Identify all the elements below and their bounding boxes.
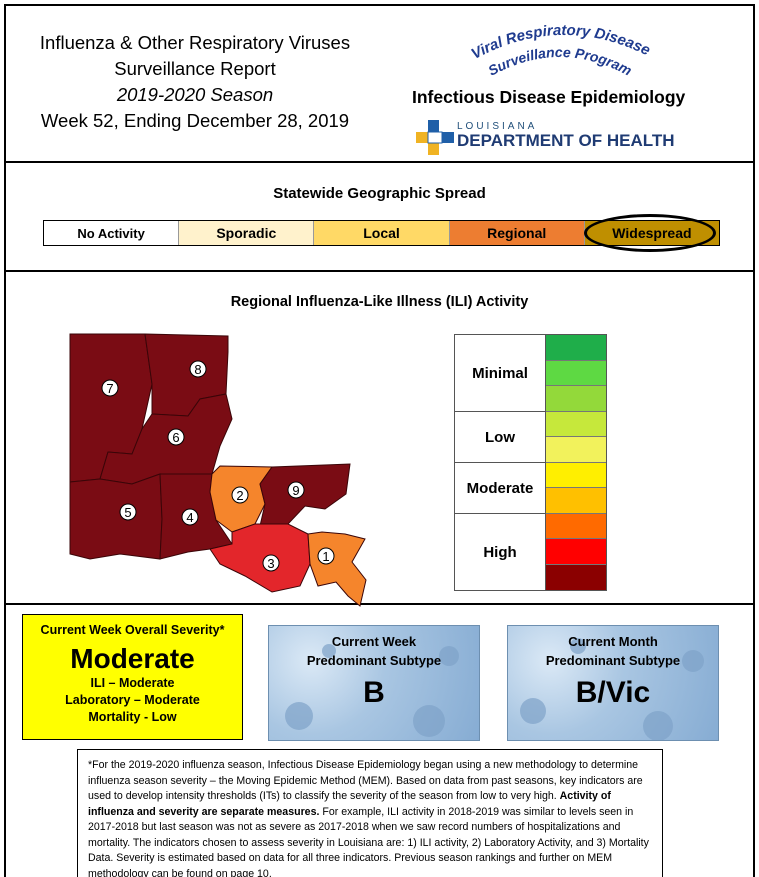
note-bold-text: Activity of influenza and severity are s… bbox=[88, 790, 611, 818]
virus-background-image bbox=[520, 638, 704, 740]
spread-level: No Activity bbox=[44, 221, 180, 245]
divider bbox=[4, 161, 755, 163]
legend-swatch bbox=[546, 411, 606, 437]
overall-severity-box: Current Week Overall Severity* Moderate … bbox=[22, 614, 243, 740]
svg-text:1: 1 bbox=[322, 549, 329, 564]
legend-label: Moderate bbox=[455, 463, 545, 514]
divider bbox=[4, 603, 755, 605]
report-frame bbox=[4, 4, 755, 877]
severity-laboratory: Laboratory – Moderate bbox=[65, 693, 200, 707]
month-subtype-box: Current Month Predominant Subtype B/Vic bbox=[507, 625, 719, 741]
region-label-8: 8 bbox=[189, 360, 207, 378]
legend-label: Minimal bbox=[455, 335, 545, 412]
ili-legend-labels: Minimal Low Moderate High bbox=[454, 334, 546, 591]
legend-swatch bbox=[546, 462, 606, 488]
report-season: 2019-2020 Season bbox=[116, 84, 274, 105]
month-subtype-heading: Current Month Predominant Subtype bbox=[508, 632, 718, 670]
legend-swatch bbox=[546, 437, 606, 463]
ili-title: Regional Influenza-Like Illness (ILI) Ac… bbox=[230, 294, 529, 310]
week-subtype-heading: Current Week Predominant Subtype bbox=[269, 632, 479, 670]
region-label-2: 2 bbox=[231, 486, 249, 504]
report-title: Influenza & Other Respiratory Viruses bbox=[39, 32, 351, 53]
report-week: Week 52, Ending December 28, 2019 bbox=[40, 110, 350, 131]
legend-label: Low bbox=[455, 412, 545, 463]
svg-text:2: 2 bbox=[236, 488, 243, 503]
ldh-cross-icon bbox=[416, 120, 454, 155]
program-name-line2: Surveillance Program bbox=[485, 44, 634, 79]
week-subtype-box: Current Week Predominant Subtype B bbox=[268, 625, 480, 741]
svg-text:6: 6 bbox=[172, 430, 179, 445]
svg-text:9: 9 bbox=[292, 483, 299, 498]
legend-swatch bbox=[546, 513, 606, 539]
week-subtype-heading-line2: Predominant Subtype bbox=[306, 653, 442, 668]
division-name: Infectious Disease Epidemiology bbox=[412, 87, 686, 107]
program-logo: Viral Respiratory Disease Surveillance P… bbox=[469, 22, 653, 79]
spread-level: Local bbox=[314, 221, 450, 245]
severity-ili: ILI – Moderate bbox=[90, 676, 175, 690]
severity-methodology-note: *For the 2019-2020 influenza season, Inf… bbox=[77, 749, 663, 877]
spread-title: Statewide Geographic Spread bbox=[273, 185, 486, 202]
severity-value: Moderate bbox=[70, 643, 195, 674]
note-text: *For the 2019-2020 influenza season, Inf… bbox=[88, 759, 643, 802]
spread-level: Regional bbox=[449, 221, 585, 245]
agency-state: LOUISIANA bbox=[457, 121, 538, 132]
ldh-logo bbox=[416, 120, 454, 155]
legend-swatch bbox=[546, 335, 606, 361]
region-5 bbox=[69, 473, 163, 560]
region-label-4: 4 bbox=[181, 508, 199, 526]
divider bbox=[4, 270, 755, 272]
week-subtype-value: B bbox=[363, 676, 385, 709]
ili-legend-colors bbox=[545, 334, 607, 591]
legend-swatch bbox=[546, 360, 606, 386]
svg-text:7: 7 bbox=[106, 381, 113, 396]
legend-swatch bbox=[546, 539, 606, 565]
svg-text:3: 3 bbox=[267, 556, 274, 571]
note-text: For example, ILI activity in 2018-2019 w… bbox=[88, 805, 649, 877]
region-label-5: 5 bbox=[119, 503, 137, 521]
svg-text:8: 8 bbox=[194, 362, 201, 377]
svg-text:Surveillance Program: Surveillance Program bbox=[485, 44, 634, 79]
spread-level: Sporadic bbox=[179, 221, 315, 245]
legend-swatch bbox=[546, 386, 606, 412]
selected-level-ring bbox=[584, 214, 716, 252]
region-9 bbox=[259, 463, 351, 527]
severity-mortality: Mortality - Low bbox=[88, 710, 177, 724]
louisiana-region-map: 7 8 6 5 4 2 9 3 1 bbox=[69, 333, 367, 607]
report-title-block: Influenza & Other Respiratory Viruses Su… bbox=[20, 30, 370, 134]
svg-text:4: 4 bbox=[186, 510, 193, 525]
region-label-6: 6 bbox=[167, 428, 185, 446]
svg-text:5: 5 bbox=[124, 505, 131, 520]
month-subtype-heading-line1: Current Month bbox=[568, 634, 658, 649]
month-subtype-heading-line2: Predominant Subtype bbox=[545, 653, 681, 668]
region-1 bbox=[307, 531, 367, 607]
legend-swatch bbox=[546, 564, 606, 590]
region-label-9: 9 bbox=[287, 481, 305, 499]
region-label-1: 1 bbox=[317, 547, 335, 565]
legend-swatch bbox=[546, 488, 606, 514]
agency-name: DEPARTMENT OF HEALTH bbox=[457, 131, 675, 150]
report-subtitle: Surveillance Report bbox=[114, 58, 276, 79]
region-labels: 7 8 6 5 4 2 9 3 1 bbox=[101, 360, 335, 572]
region-shapes bbox=[69, 333, 367, 607]
week-subtype-heading-line1: Current Week bbox=[331, 634, 417, 649]
legend-label: High bbox=[483, 543, 517, 561]
severity-heading: Current Week Overall Severity* bbox=[40, 623, 225, 637]
region-label-3: 3 bbox=[262, 554, 280, 572]
region-label-7: 7 bbox=[101, 379, 119, 397]
month-subtype-value: B/Vic bbox=[575, 676, 651, 709]
virus-background-image bbox=[285, 644, 459, 737]
